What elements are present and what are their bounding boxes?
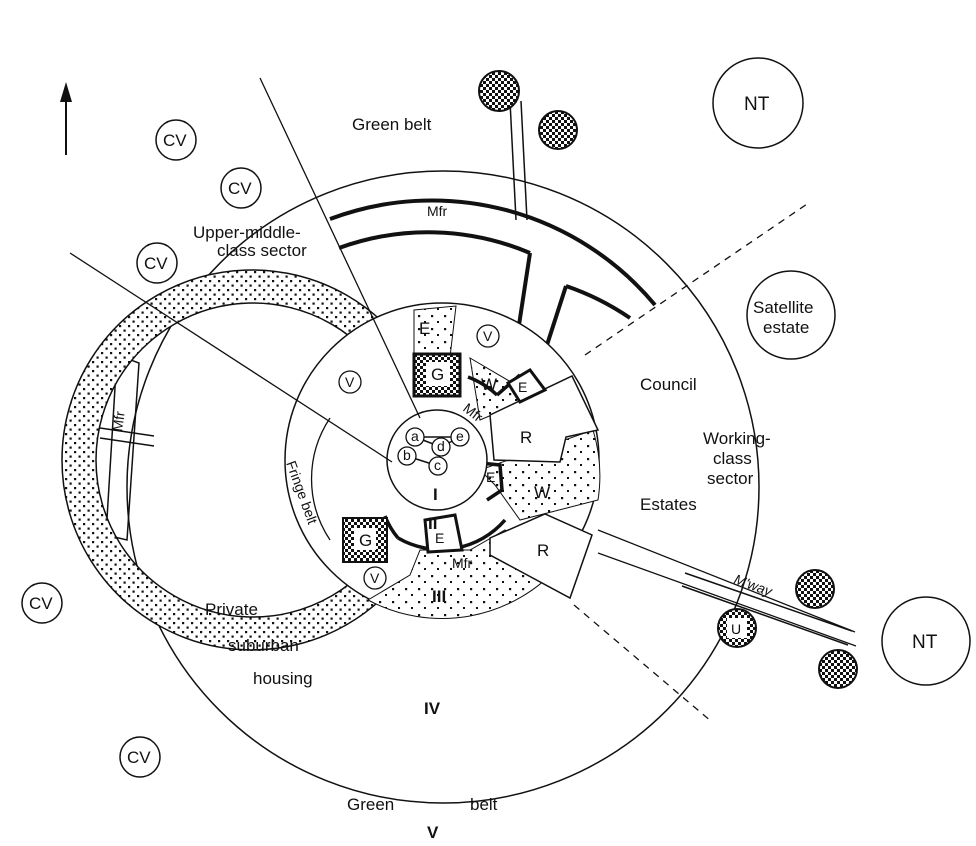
motorway-label: M'way — [732, 571, 775, 600]
green-space-g-south-label-bg — [426, 362, 450, 386]
green-belt-bottom-label-1: Green — [347, 795, 394, 814]
sector-e-south-label: E — [435, 530, 444, 546]
new-town-east-circle — [881, 596, 971, 686]
sector-r-southeast — [489, 513, 593, 600]
working-class-label-1: Working- — [703, 429, 771, 448]
core-node-d-label: d — [437, 438, 445, 454]
sector-e-ne-label: E — [518, 379, 527, 395]
sector-r-east — [489, 375, 600, 463]
green-belt-bottom-label-2: belt — [470, 795, 498, 814]
village-dot-east-1 — [795, 569, 835, 609]
sector-w-east-label: W — [534, 483, 550, 502]
core-node-c — [428, 456, 448, 476]
core-node-b — [397, 446, 417, 466]
commuter-village-1 — [155, 119, 197, 161]
village-v-north — [476, 324, 500, 348]
sector-e-small-south — [423, 513, 464, 554]
sector-w-north-label: W — [481, 375, 497, 394]
sector-e-north-label: E — [419, 319, 430, 338]
cv-label-5: CV — [127, 748, 151, 767]
sector-boundary-lines — [69, 77, 857, 647]
working-class-label-3: sector — [707, 469, 754, 488]
commuter-village-4 — [21, 582, 63, 624]
village-dot-east-2 — [818, 649, 858, 689]
green-belt-top-label: Green belt — [352, 115, 432, 134]
village-v-west-label: V — [345, 374, 355, 390]
cv-label-4: CV — [29, 594, 53, 613]
private-housing-label-1: Private — [205, 600, 258, 619]
council-label: Council — [640, 375, 697, 394]
green-space-g-west-label-bg — [354, 528, 376, 550]
core-node-e-label: e — [456, 428, 464, 444]
sector-e-east-label: E — [486, 469, 495, 485]
zone-iv-label: IV — [424, 699, 441, 718]
core-node-e — [450, 427, 470, 447]
core-node-a — [405, 427, 425, 447]
cv-label-2: CV — [228, 179, 252, 198]
commuter-village-3 — [136, 242, 178, 284]
outer-boundary-circle — [126, 170, 760, 804]
satellite-estate-label-1: Satellite — [753, 298, 813, 317]
zone-i-label: I — [433, 485, 438, 504]
mfr-north-label: Mfr — [427, 203, 448, 219]
core-node-c-label: c — [434, 457, 441, 473]
green-space-g-north-label: G — [431, 365, 444, 384]
mfr-inner-south-label: Mfr — [452, 555, 473, 571]
core-node-a-label: a — [411, 428, 419, 444]
satellite-estate-circle — [746, 270, 836, 360]
dashed-sector-lines — [573, 201, 811, 723]
cv-label-3: CV — [144, 254, 168, 273]
mfr-belt-north — [329, 198, 657, 349]
village-v-north-label: V — [483, 328, 493, 344]
upper-middle-class-label-2: class sector — [217, 241, 307, 260]
village-v-south-label: V — [370, 570, 380, 586]
working-class-label-2: class — [713, 449, 752, 468]
cv-label-1: CV — [163, 131, 187, 150]
northern-road — [509, 100, 528, 221]
village-v-west — [338, 370, 362, 394]
motorway-lines — [681, 572, 853, 646]
u-label: U — [731, 621, 741, 637]
zone-v-label: V — [427, 823, 439, 842]
sector-r-east-label: R — [520, 428, 532, 447]
private-housing-label-2: suburban — [228, 636, 299, 655]
village-dot-north-1 — [478, 70, 520, 112]
core-node-b-label: b — [403, 447, 411, 463]
mfr-west-label: Mfr — [109, 410, 128, 433]
new-town-north-circle — [712, 57, 804, 149]
commuter-village-5 — [119, 736, 161, 778]
north-arrow-icon — [60, 82, 72, 155]
sector-e-small-ne — [505, 368, 548, 404]
new-town-east-label: NT — [912, 632, 938, 653]
satellite-estate-label-2: estate — [763, 318, 809, 337]
green-space-g-west-label: G — [359, 531, 372, 550]
upper-middle-class-label-1: Upper-middle- — [193, 223, 301, 242]
zone-iii-label: III — [432, 587, 446, 606]
zone-ii-label: II — [428, 514, 437, 533]
fringe-belt-ring — [61, 269, 443, 651]
new-town-north-label: NT — [744, 94, 770, 115]
sector-r-southeast-label: R — [537, 541, 549, 560]
core-node-d — [431, 437, 451, 457]
village-v-south — [363, 566, 387, 590]
commuter-village-2 — [220, 167, 262, 209]
estates-label: Estates — [640, 495, 697, 514]
private-housing-label-3: housing — [253, 669, 313, 688]
village-dot-north-2 — [538, 110, 578, 150]
